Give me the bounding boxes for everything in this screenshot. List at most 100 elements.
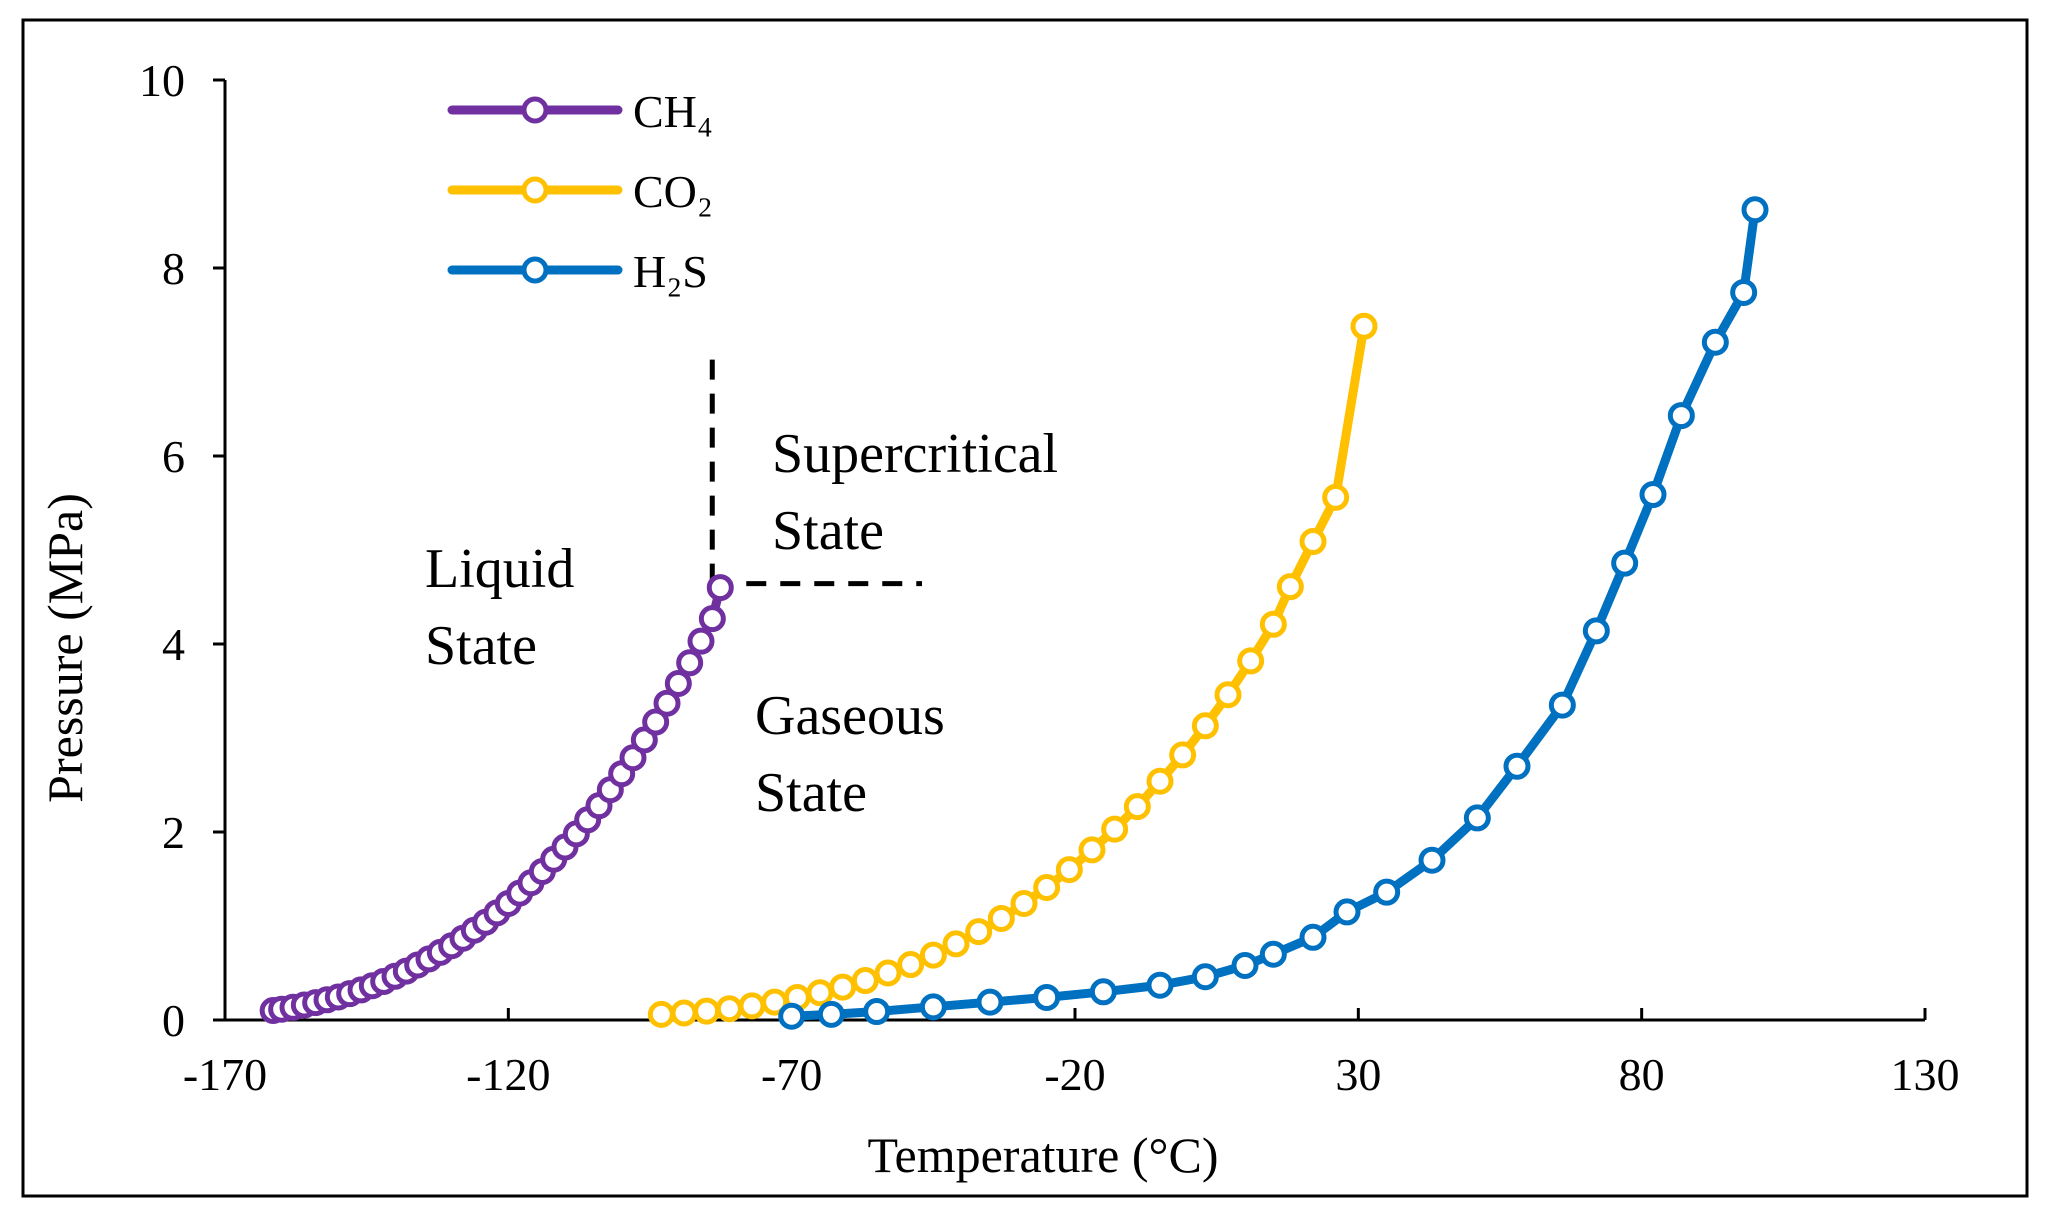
data-point (1033, 873, 1061, 901)
x-tick-label: -70 (761, 1049, 822, 1100)
data-point (1299, 923, 1327, 951)
x-tick-label: -20 (1044, 1049, 1105, 1100)
series-2 (778, 196, 1769, 1030)
data-point (1463, 804, 1491, 832)
annotation-gaseous-line1: Gaseous (755, 685, 945, 747)
data-point (1582, 617, 1610, 645)
annotation-gaseous: Gaseous State (755, 685, 945, 824)
data-point (1259, 610, 1287, 638)
data-point (1350, 312, 1378, 340)
data-point (1322, 483, 1350, 511)
data-point (1237, 647, 1265, 675)
data-point (1146, 971, 1174, 999)
data-point (698, 605, 726, 633)
data-point (1259, 940, 1287, 968)
data-point (863, 998, 891, 1026)
data-point (706, 574, 734, 602)
data-point (1078, 836, 1106, 864)
data-point (653, 689, 681, 717)
data-point (1741, 196, 1769, 224)
legend-item: CH₄ (447, 86, 713, 137)
data-point (851, 967, 879, 995)
annotation-liquid-line2: State (425, 615, 537, 677)
data-point (829, 973, 857, 1001)
data-point (1033, 983, 1061, 1011)
y-axis-label: Pressure (MPa) (37, 493, 93, 803)
data-point (778, 1002, 806, 1030)
data-point (1055, 856, 1083, 884)
legend-swatch-marker (521, 176, 549, 204)
data-point (1503, 752, 1531, 780)
series-0 (259, 574, 734, 1025)
x-tick-label: 30 (1335, 1049, 1381, 1100)
data-point (1146, 767, 1174, 795)
annotation-liquid: Liquid State (425, 538, 574, 677)
y-tick-label: 6 (162, 431, 185, 482)
data-point (693, 997, 721, 1025)
data-point (664, 669, 692, 697)
annotation-supercritical-line2: State (772, 500, 884, 562)
plot-layer: -170 -120 -70 -20 30 80 130 0 2 4 6 8 10 CH₄ CO₂ H₂S (139, 55, 1960, 1100)
annotation-supercritical-line1: Supercritical (772, 423, 1058, 485)
data-point (1089, 978, 1117, 1006)
y-tick-label: 0 (162, 995, 185, 1046)
data-point (806, 979, 834, 1007)
legend-swatch-marker (521, 256, 549, 284)
x-tick-label: 130 (1891, 1049, 1960, 1100)
data-point (687, 627, 715, 655)
data-point (1667, 402, 1695, 430)
data-point (1373, 878, 1401, 906)
data-point (987, 904, 1015, 932)
data-point (1214, 681, 1242, 709)
data-point (715, 995, 743, 1023)
data-point (1639, 481, 1667, 509)
annotation-supercritical: Supercritical State (772, 423, 1058, 562)
legend-swatch-marker (521, 96, 549, 124)
y-tick-label: 2 (162, 807, 185, 858)
data-point (817, 1000, 845, 1028)
data-point (919, 993, 947, 1021)
data-point (642, 708, 670, 736)
legend-label: CO₂ (633, 166, 713, 217)
data-point (1191, 963, 1219, 991)
data-point (1333, 898, 1361, 926)
data-point (738, 992, 766, 1020)
data-point (897, 951, 925, 979)
legend-label: H₂S (633, 246, 708, 297)
annotation-liquid-line1: Liquid (425, 538, 574, 600)
data-point (874, 959, 902, 987)
y-tick-label: 10 (139, 55, 185, 106)
x-tick-label: -170 (183, 1049, 267, 1100)
figure-border (21, 18, 2029, 1198)
data-point (1730, 278, 1758, 306)
data-point (1299, 528, 1327, 556)
data-point (1611, 549, 1639, 577)
data-point (1101, 815, 1129, 843)
data-point (965, 918, 993, 946)
y-tick-label: 8 (162, 243, 185, 294)
data-point (1010, 889, 1038, 917)
legend-item: H₂S (447, 246, 708, 297)
data-point (647, 1000, 675, 1028)
x-tick-label: 80 (1619, 1049, 1665, 1100)
x-axis-label: Temperature (°C) (867, 1127, 1218, 1183)
data-point (1231, 951, 1259, 979)
legend: CH₄ CO₂ H₂S (447, 86, 713, 297)
series-1 (647, 312, 1378, 1028)
data-point (1418, 846, 1446, 874)
data-point (919, 941, 947, 969)
legend-item: CO₂ (447, 166, 713, 217)
data-point (1548, 691, 1576, 719)
annotation-gaseous-line2: State (755, 762, 867, 824)
y-tick-label: 4 (162, 619, 185, 670)
data-point (670, 999, 698, 1027)
data-point (942, 930, 970, 958)
data-point (1701, 328, 1729, 356)
data-point (676, 649, 704, 677)
data-point (1169, 741, 1197, 769)
data-point (976, 988, 1004, 1016)
data-point (1191, 712, 1219, 740)
data-point (1123, 793, 1151, 821)
